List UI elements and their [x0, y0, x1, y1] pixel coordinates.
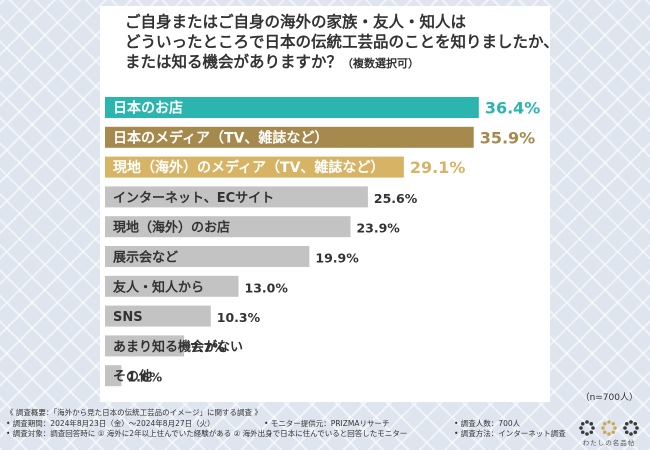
title-line-3-main: または知る機会がありますか？: [125, 53, 343, 71]
brand-logo-icon: [579, 420, 639, 436]
category-label-3: 現地（海外）のメディア（TV、雑誌など）: [113, 159, 384, 176]
bar-4: [105, 186, 368, 208]
logo-dot: [624, 430, 629, 435]
bar-7: [105, 275, 239, 297]
logo-dot: [629, 420, 633, 424]
logo-dot: [633, 430, 638, 435]
logo-dot: [580, 430, 585, 435]
bar-2: [105, 126, 474, 148]
logo-dot: [629, 432, 633, 436]
title-line-1: ご自身またはご自身の海外の家族・友人・知人は: [125, 13, 467, 31]
logo-dot: [635, 426, 639, 430]
value-label-8: 10.3%: [217, 310, 261, 325]
value-label-9: 7.7%: [190, 340, 225, 355]
bar-8: [105, 305, 211, 327]
bar-1: [105, 97, 479, 118]
category-label-6: 展示会など: [113, 250, 178, 266]
logo-dot: [602, 430, 607, 435]
category-label-10: その他: [113, 369, 152, 385]
sample-size-label: （n=700人）: [580, 393, 638, 403]
value-label-10: 1.6%: [127, 370, 162, 385]
footer-count: • 調査人数：700人: [454, 418, 521, 428]
chart-title: ご自身またはご自身の海外の家族・友人・知人は どういったところで日本の伝統工芸品…: [125, 12, 559, 74]
category-label-5: 現地（海外）のお店: [113, 220, 230, 236]
category-label-4: インターネット、ECサイト: [113, 191, 274, 206]
category-label-2: 日本のメディア（TV、雑誌など）: [113, 129, 328, 146]
footer-period: • 調査期間：2024年8月23日（金）〜2024年8月27日（火）: [6, 418, 215, 428]
value-label-5: 23.9%: [356, 221, 400, 236]
logo-dot: [623, 426, 627, 430]
logo-dot: [580, 421, 585, 426]
value-label-6: 19.9%: [315, 251, 359, 266]
survey-footer: 《 調査概要：「海外から見た日本の伝統工芸品のイメージ」に関する調査 》 • 調…: [6, 408, 566, 440]
logo-dot: [589, 430, 594, 435]
logo-dot: [585, 420, 589, 424]
logo-dot: [591, 426, 595, 430]
title-line-3: または知る機会がありますか？（複数選択可）: [125, 52, 545, 74]
logo-dot: [607, 432, 611, 436]
value-label-3: 29.1%: [410, 158, 466, 177]
logo-dot: [611, 430, 616, 435]
logo-dot: [624, 421, 629, 426]
logo-dot: [611, 421, 616, 426]
footer-target: • 調査対象：調査回答時に ① 海外に2年以上住んでいた経験がある ② 海外出身…: [6, 429, 408, 438]
value-label-1: 36.4%: [485, 99, 541, 118]
bar-5: [105, 216, 351, 238]
logo-dot: [601, 426, 605, 430]
logo-dot: [607, 420, 611, 424]
value-label-7: 13.0%: [245, 280, 289, 295]
bar-10: [105, 365, 122, 387]
footer-row-3: • 調査対象：調査回答時に ① 海外に2年以上住んでいた経験がある ② 海外出身…: [6, 429, 566, 440]
bar-3: [105, 156, 404, 178]
bar-9: [105, 335, 185, 357]
brand-logo-text: わたしの名品帖: [582, 439, 636, 447]
category-label-1: 日本のお店: [113, 100, 183, 117]
footer-summary: 《 調査概要：「海外から見た日本の伝統工芸品のイメージ」に関する調査 》: [6, 408, 262, 417]
bar-6: [105, 246, 310, 267]
title-line-2: どういったところで日本の伝統工芸品のことを知りましたか、: [125, 33, 559, 51]
logo-dot: [589, 421, 594, 426]
footer-method: • 調査方法：インターネット調査: [454, 429, 566, 438]
logo-dot: [613, 426, 617, 430]
logo-dot: [579, 426, 583, 430]
logo-dot: [585, 432, 589, 436]
category-label-8: SNS: [113, 310, 143, 325]
title-note: （複数選択可）: [342, 57, 420, 70]
value-label-4: 25.6%: [374, 191, 418, 206]
value-label-2: 35.9%: [480, 128, 536, 147]
category-label-7: 友人・知人から: [113, 279, 204, 295]
footer-provider: • モニター提供元：PRIZMAリサーチ: [264, 418, 390, 428]
logo-dot: [602, 421, 607, 426]
footer-row-2: • 調査期間：2024年8月23日（金）〜2024年8月27日（火） • モニタ…: [6, 419, 566, 430]
logo-dot: [633, 421, 638, 426]
category-label-9: あまり知る機会がない: [113, 339, 243, 355]
